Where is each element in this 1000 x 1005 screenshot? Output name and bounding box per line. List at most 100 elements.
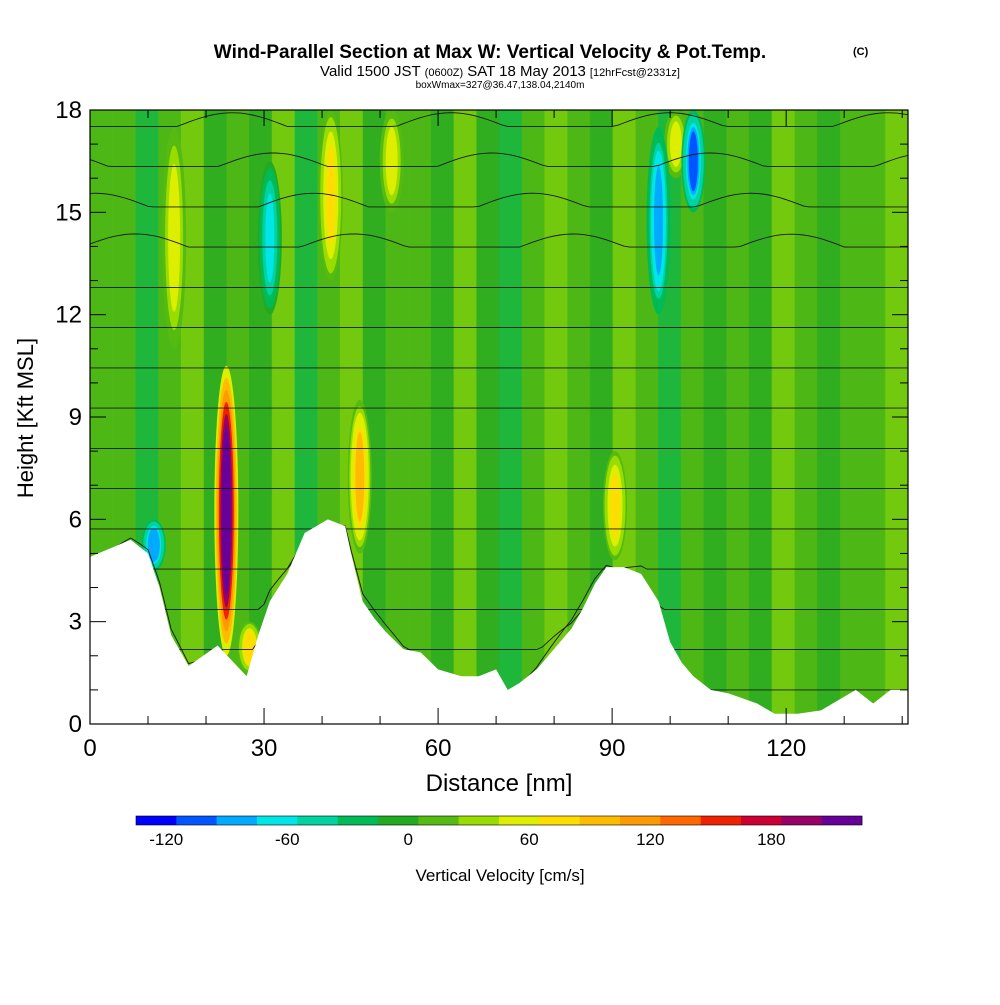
colorbar xyxy=(135,815,863,826)
plot-area xyxy=(90,110,908,724)
colorbar-tick-label: 180 xyxy=(757,830,785,849)
colorbar-frame xyxy=(135,815,863,826)
colorbar-swatch xyxy=(337,816,379,825)
velocity-core-level xyxy=(245,632,255,663)
field-band xyxy=(680,110,704,724)
field-band xyxy=(476,110,500,724)
y-tick-label: 6 xyxy=(69,506,82,533)
colorbar-swatch xyxy=(700,816,742,825)
colorbar-swatch xyxy=(741,816,782,825)
colorbar-swatch xyxy=(579,816,621,825)
field-band xyxy=(839,110,864,724)
x-axis: 0 30 60 90 120 xyxy=(83,110,903,762)
field-band xyxy=(430,110,455,724)
x-tick-label: 120 xyxy=(766,735,806,762)
field-band xyxy=(748,110,773,724)
x-tick-label: 0 xyxy=(83,735,96,762)
field-band xyxy=(180,110,205,724)
chart-title-mark: (C) xyxy=(853,46,869,58)
y-tick-label: 3 xyxy=(69,609,82,636)
velocity-core xyxy=(162,127,187,349)
velocity-core-level xyxy=(149,529,159,560)
theta-contour xyxy=(90,525,908,651)
theta-contour xyxy=(90,152,908,168)
x-axis-label: Distance [nm] xyxy=(426,770,573,797)
colorbar-tick-label: -60 xyxy=(275,830,300,849)
colorbar-tick-label: 120 xyxy=(636,830,664,849)
terrain-mask xyxy=(90,519,908,724)
velocity-core xyxy=(214,365,239,656)
y-axis-label: Height [Kft MSL] xyxy=(13,338,38,498)
field-band xyxy=(408,110,432,724)
velocity-core xyxy=(603,451,628,561)
field-band xyxy=(817,110,841,724)
field-stripes xyxy=(90,110,908,724)
field-band xyxy=(862,110,886,724)
colorbar-swatch xyxy=(781,816,822,825)
velocity-core-level xyxy=(654,166,664,276)
colorbar-swatch xyxy=(257,816,298,825)
subtitle-valid: Valid 1500 JST xyxy=(320,63,421,80)
colorbar-swatch xyxy=(297,816,338,825)
velocity-core xyxy=(379,110,404,213)
theta-contour xyxy=(90,233,908,248)
colorbar-swatch xyxy=(176,816,217,825)
y-tick-label: 15 xyxy=(55,199,82,226)
field-band xyxy=(771,110,795,724)
velocity-core-level xyxy=(355,431,365,522)
colorbar-swatch xyxy=(821,816,863,825)
colorbar-swatch xyxy=(660,816,701,825)
colorbar-ticks: -120 -60 0 60 120 180 xyxy=(149,830,785,849)
field-band xyxy=(521,110,545,724)
x-tick-label: 60 xyxy=(425,735,452,762)
colorbar-swatch xyxy=(136,816,177,825)
colorbar-swatch xyxy=(216,816,258,825)
colorbar-swatch xyxy=(458,816,500,825)
velocity-core-level xyxy=(688,131,698,192)
colorbar-swatch xyxy=(499,816,540,825)
velocity-core-level xyxy=(671,124,681,165)
chart-box-note: boxWmax=327@36.47,138.04,2140m xyxy=(416,80,585,91)
y-tick-label: 12 xyxy=(55,302,82,329)
velocity-core-level xyxy=(221,426,231,596)
field-band xyxy=(544,110,568,724)
velocity-core xyxy=(646,127,671,315)
subtitle-forecast: [12hrFcst@2331z] xyxy=(590,67,680,79)
colorbar-tick-label: -120 xyxy=(149,830,183,849)
theta-contour xyxy=(90,545,908,570)
velocity-core-level xyxy=(387,131,397,192)
theta-contour xyxy=(90,112,908,127)
velocity-core xyxy=(257,161,282,315)
colorbar-swatch xyxy=(620,816,661,825)
theta-contours xyxy=(90,112,908,691)
y-tick-label: 0 xyxy=(69,711,82,738)
field-band xyxy=(703,110,727,724)
theta-contour xyxy=(90,537,908,610)
x-tick-label: 30 xyxy=(251,735,278,762)
velocity-core xyxy=(681,110,706,213)
field-band xyxy=(385,110,409,724)
chart-subtitle: Valid 1500 JST (0600Z) SAT 18 May 2013 [12h… xyxy=(320,63,680,80)
field-band xyxy=(726,110,750,724)
colorbar-swatch xyxy=(418,816,459,825)
field-band xyxy=(362,110,386,724)
field-band xyxy=(453,110,477,724)
theta-contour xyxy=(90,192,908,208)
subtitle-zulu: (0600Z) xyxy=(425,67,464,79)
field-band xyxy=(794,110,818,724)
velocity-core-level xyxy=(610,473,620,538)
colorbar-tick-label: 60 xyxy=(520,830,539,849)
colorbar-label: Vertical Velocity [cm/s] xyxy=(415,866,584,885)
velocity-core xyxy=(347,399,372,554)
field-band xyxy=(567,110,591,724)
x-tick-label: 90 xyxy=(599,735,626,762)
colorbar-swatch xyxy=(539,816,580,825)
velocity-core-level xyxy=(265,193,275,283)
velocity-core-level xyxy=(169,173,179,303)
subtitle-date: SAT 18 May 2013 xyxy=(467,63,586,80)
y-tick-label: 18 xyxy=(55,97,82,124)
field-band xyxy=(499,110,523,724)
colorbar-tick-label: 0 xyxy=(404,830,413,849)
